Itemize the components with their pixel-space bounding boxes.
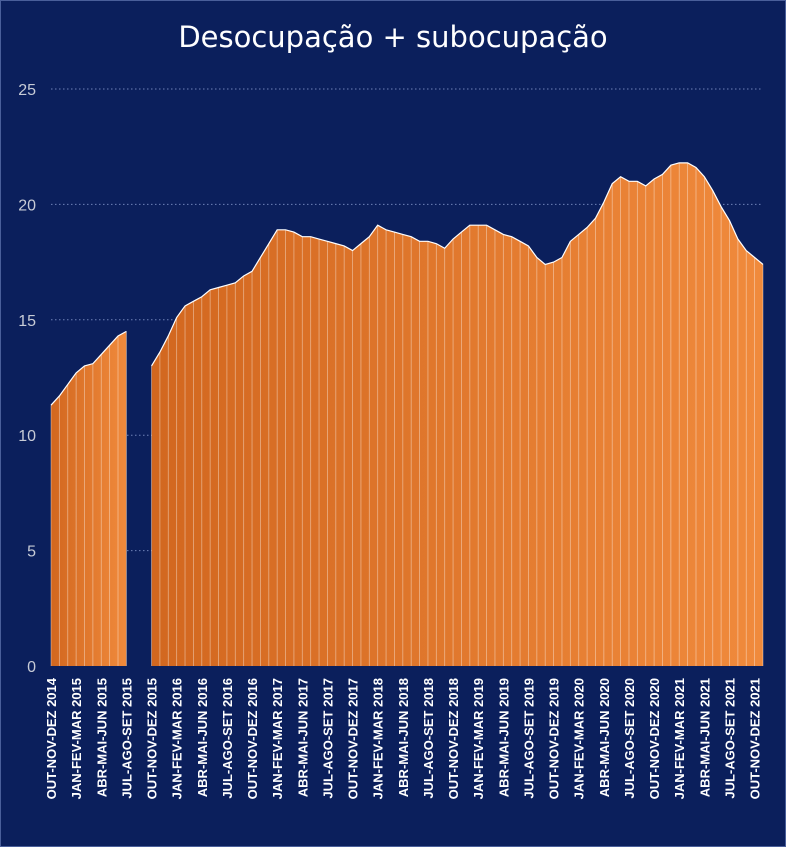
y-tick-label: 5	[27, 544, 36, 561]
y-tick-label: 0	[27, 659, 36, 676]
x-tick-label: OUT-NOV-DEZ 2014	[44, 677, 59, 799]
x-tick-label: JAN-FEV-MAR 2015	[69, 678, 84, 799]
y-tick-label: 10	[18, 428, 36, 445]
x-tick-label: OUT-NOV-DEZ 2015	[145, 678, 160, 799]
x-tick-label: OUT-NOV-DEZ 2016	[245, 678, 260, 799]
x-tick-label: ABR-MAI-JUN 2018	[396, 678, 411, 797]
x-tick-label: JAN-FEV-MAR 2019	[471, 678, 486, 799]
x-tick-label: JAN-FEV-MAR 2016	[170, 678, 185, 799]
x-tick-label: OUT-NOV-DEZ 2020	[647, 678, 662, 799]
area-stripes	[50, 162, 764, 666]
x-tick-label: JUL-AGO-SET 2019	[521, 678, 536, 799]
x-tick-label: OUT-NOV-DEZ 2021	[748, 678, 763, 799]
area-outline	[151, 162, 764, 367]
x-tick-label: JUL-AGO-SET 2021	[722, 678, 737, 799]
x-tick-label: OUT-NOV-DEZ 2017	[346, 678, 361, 799]
y-tick-label: 15	[18, 313, 36, 330]
area-fill	[151, 162, 764, 666]
y-axis-ticks: 0 5 10 15 20 25	[18, 82, 36, 676]
x-axis-ticks: OUT-NOV-DEZ 2014 JAN-FEV-MAR 2015 ABR-MAI-…	[44, 677, 763, 799]
x-tick-label: ABR-MAI-JUN 2015	[94, 678, 109, 797]
area-outline	[50, 330, 127, 406]
x-tick-label: JAN-FEV-MAR 2017	[270, 678, 285, 799]
x-tick-label: JUL-AGO-SET 2017	[320, 678, 335, 799]
area-fill	[51, 331, 127, 666]
x-tick-label: OUT-NOV-DEZ 2019	[547, 678, 562, 799]
x-tick-label: ABR-MAI-JUN 2020	[597, 678, 612, 797]
y-tick-label: 25	[18, 82, 36, 99]
x-tick-label: ABR-MAI-JUN 2019	[496, 678, 511, 797]
x-tick-label: ABR-MAI-JUN 2021	[697, 678, 712, 797]
y-tick-label: 20	[18, 197, 36, 214]
x-tick-label: JUL-AGO-SET 2016	[220, 678, 235, 799]
chart-title: Desocupação + subocupação	[178, 20, 608, 54]
x-tick-label: JAN-FEV-MAR 2020	[572, 678, 587, 799]
x-tick-label: OUT-NOV-DEZ 2018	[446, 678, 461, 799]
x-tick-label: JUL-AGO-SET 2018	[421, 678, 436, 799]
x-tick-label: JAN-FEV-MAR 2021	[672, 678, 687, 799]
x-tick-label: JUL-AGO-SET 2020	[622, 678, 637, 799]
area-series	[50, 162, 764, 666]
x-tick-label: ABR-MAI-JUN 2017	[295, 678, 310, 797]
x-tick-label: ABR-MAI-JUN 2016	[195, 678, 210, 797]
x-tick-label: JUL-AGO-SET 2015	[119, 678, 134, 799]
x-tick-label: JAN-FEV-MAR 2018	[371, 678, 386, 799]
